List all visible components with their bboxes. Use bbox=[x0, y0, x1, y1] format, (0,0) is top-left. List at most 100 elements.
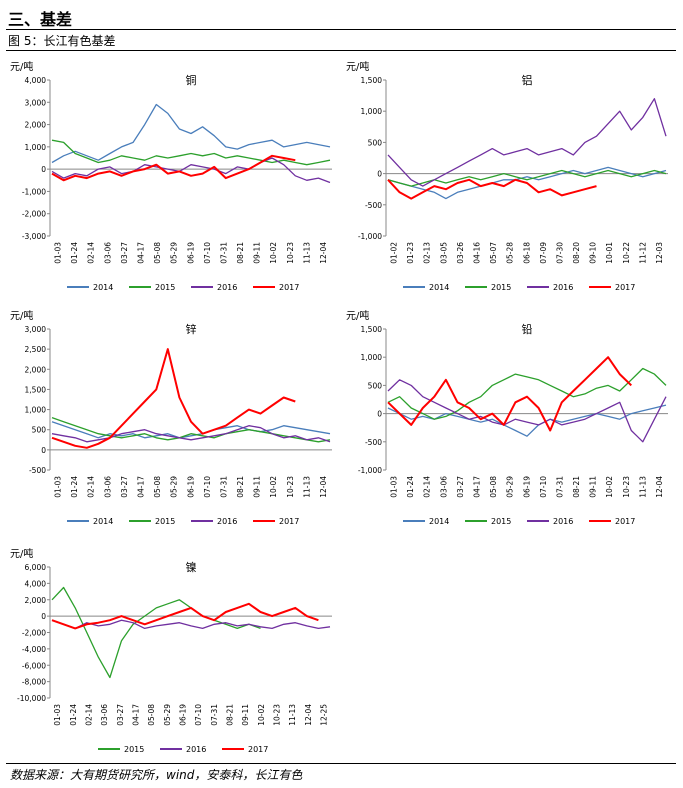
x-tick-label: 05-08 bbox=[489, 476, 498, 498]
caption-rule bbox=[6, 50, 676, 51]
x-tick-label: 10-23 bbox=[286, 476, 295, 498]
x-tick-label: 12-04 bbox=[655, 476, 664, 498]
y-tick-label: -3,000 bbox=[22, 232, 46, 241]
series-line-2015 bbox=[51, 139, 331, 166]
y-tick-label: 4,000 bbox=[25, 76, 47, 85]
y-tick-label: 500 bbox=[32, 426, 47, 435]
x-tick-label: 02-14 bbox=[423, 476, 432, 498]
x-tick-label: 10-02 bbox=[257, 704, 266, 726]
x-tick-label: 08-21 bbox=[225, 704, 234, 726]
x-tick-label: 03-27 bbox=[120, 476, 129, 498]
x-tick-label: 11-12 bbox=[638, 242, 647, 264]
y-tick-label: -8,000 bbox=[22, 678, 46, 687]
x-tick-label: 12-25 bbox=[319, 704, 328, 726]
x-tick-label: 09-11 bbox=[253, 242, 262, 264]
x-tick-label: 03-27 bbox=[116, 704, 125, 726]
x-tick-label: 10-23 bbox=[622, 476, 631, 498]
y-tick-label: 0 bbox=[41, 446, 46, 455]
x-tick-label: 05-28 bbox=[506, 242, 515, 264]
x-tick-label: 11-13 bbox=[288, 704, 297, 726]
x-tick-label: 01-03 bbox=[54, 242, 63, 264]
x-tick-label: 10-02 bbox=[605, 476, 614, 498]
x-tick-label: 04-17 bbox=[472, 476, 481, 498]
x-tick-label: 11-13 bbox=[302, 242, 311, 264]
series-line-2014 bbox=[387, 166, 667, 200]
x-tick-label: 11-13 bbox=[302, 476, 311, 498]
x-tick-label: 07-09 bbox=[539, 242, 548, 264]
x-tick-label: 05-08 bbox=[153, 476, 162, 498]
series-line-2014 bbox=[51, 421, 331, 439]
series-line-2016 bbox=[51, 157, 331, 184]
x-tick-label: 02-14 bbox=[87, 242, 96, 264]
x-tick-label: 05-29 bbox=[170, 242, 179, 264]
x-tick-label: 01-23 bbox=[406, 242, 415, 264]
x-tick-label: 09-11 bbox=[241, 704, 250, 726]
figure-caption: 图 5：长江有色基差 bbox=[8, 34, 116, 48]
series-line-2017 bbox=[51, 348, 296, 449]
legend-label: 2016 bbox=[186, 745, 206, 754]
legend-label: 2015 bbox=[124, 745, 144, 754]
source-rule bbox=[6, 763, 676, 764]
y-tick-label: -1,000 bbox=[358, 232, 382, 241]
y-tick-label: 1,000 bbox=[361, 107, 383, 116]
legend-label: 2014 bbox=[93, 517, 113, 526]
x-tick-label: 01-24 bbox=[406, 476, 415, 498]
legend-label: 2016 bbox=[217, 517, 237, 526]
x-tick-label: 01-24 bbox=[69, 704, 78, 726]
x-tick-label: 06-18 bbox=[522, 242, 531, 264]
series-line-2016 bbox=[387, 98, 667, 187]
unit-label: 元/吨 bbox=[10, 309, 33, 322]
legend-label: 2016 bbox=[553, 283, 573, 292]
y-tick-label: 3,000 bbox=[25, 325, 47, 334]
unit-label: 元/吨 bbox=[346, 309, 369, 322]
x-tick-label: 06-19 bbox=[178, 704, 187, 726]
legend-label: 2014 bbox=[429, 283, 449, 292]
legend-label: 2015 bbox=[155, 517, 175, 526]
x-tick-label: 01-02 bbox=[390, 242, 399, 264]
chart-title: 锌 bbox=[186, 322, 197, 336]
y-tick-label: -500 bbox=[365, 438, 382, 447]
copper-basis-chart: 元/吨铜 -3,000 -2,000 -1,000 0 1,000 2,000 3,000 4,… bbox=[8, 58, 338, 302]
x-tick-label: 02-14 bbox=[87, 476, 96, 498]
legend-label: 2015 bbox=[155, 283, 175, 292]
y-tick-label: -1,000 bbox=[22, 187, 46, 196]
legend-label: 2017 bbox=[615, 517, 635, 526]
aluminum-basis-svg: 元/吨铝 -1,000 -500 0 500 1,000 1,500 01-02 01-23 02… bbox=[346, 60, 668, 292]
x-tick-label: 03-06 bbox=[103, 476, 112, 498]
y-tick-label: -2,000 bbox=[22, 210, 46, 219]
series-line-2016 bbox=[387, 379, 667, 443]
legend-label: 2017 bbox=[615, 283, 635, 292]
series-line-2017 bbox=[51, 602, 319, 630]
x-tick-label: 07-31 bbox=[555, 476, 564, 498]
unit-label: 元/吨 bbox=[346, 60, 369, 73]
x-tick-label: 09-11 bbox=[589, 476, 598, 498]
legend-label: 2015 bbox=[491, 517, 511, 526]
series-line-2017 bbox=[387, 356, 632, 432]
x-tick-label: 10-23 bbox=[286, 242, 295, 264]
legend-label: 2016 bbox=[217, 283, 237, 292]
legend-label: 2017 bbox=[279, 517, 299, 526]
x-tick-label: 03-27 bbox=[456, 476, 465, 498]
y-tick-label: 1,500 bbox=[25, 385, 47, 394]
unit-label: 元/吨 bbox=[10, 60, 33, 73]
nickel-basis-svg: 元/吨镍 -10,000 -8,000 -6,000 -4,000 -2,000 0 2,00… bbox=[10, 547, 332, 754]
x-tick-label: 12-04 bbox=[319, 242, 328, 264]
section-title: 三、基差 bbox=[8, 10, 73, 29]
x-tick-label: 01-24 bbox=[70, 242, 79, 264]
x-tick-label: 07-10 bbox=[203, 242, 212, 264]
x-tick-label: 10-01 bbox=[605, 242, 614, 264]
y-tick-label: 0 bbox=[41, 612, 46, 621]
x-tick-label: 12-04 bbox=[319, 476, 328, 498]
y-tick-label: -6,000 bbox=[22, 661, 46, 670]
y-tick-label: 3,000 bbox=[25, 98, 47, 107]
x-tick-label: 06-19 bbox=[186, 242, 195, 264]
x-tick-label: 07-10 bbox=[203, 476, 212, 498]
x-tick-label: 03-06 bbox=[103, 242, 112, 264]
x-tick-label: 03-06 bbox=[439, 476, 448, 498]
y-tick-label: 2,000 bbox=[25, 121, 47, 130]
legend-label: 2016 bbox=[553, 517, 573, 526]
x-tick-label: 07-31 bbox=[219, 476, 228, 498]
zinc-basis-chart: 元/吨锌 -500 0 500 1,000 1,500 2,000 2,500 3,000 01-… bbox=[8, 307, 338, 536]
y-tick-label: 0 bbox=[377, 170, 382, 179]
x-tick-label: 04-17 bbox=[136, 476, 145, 498]
